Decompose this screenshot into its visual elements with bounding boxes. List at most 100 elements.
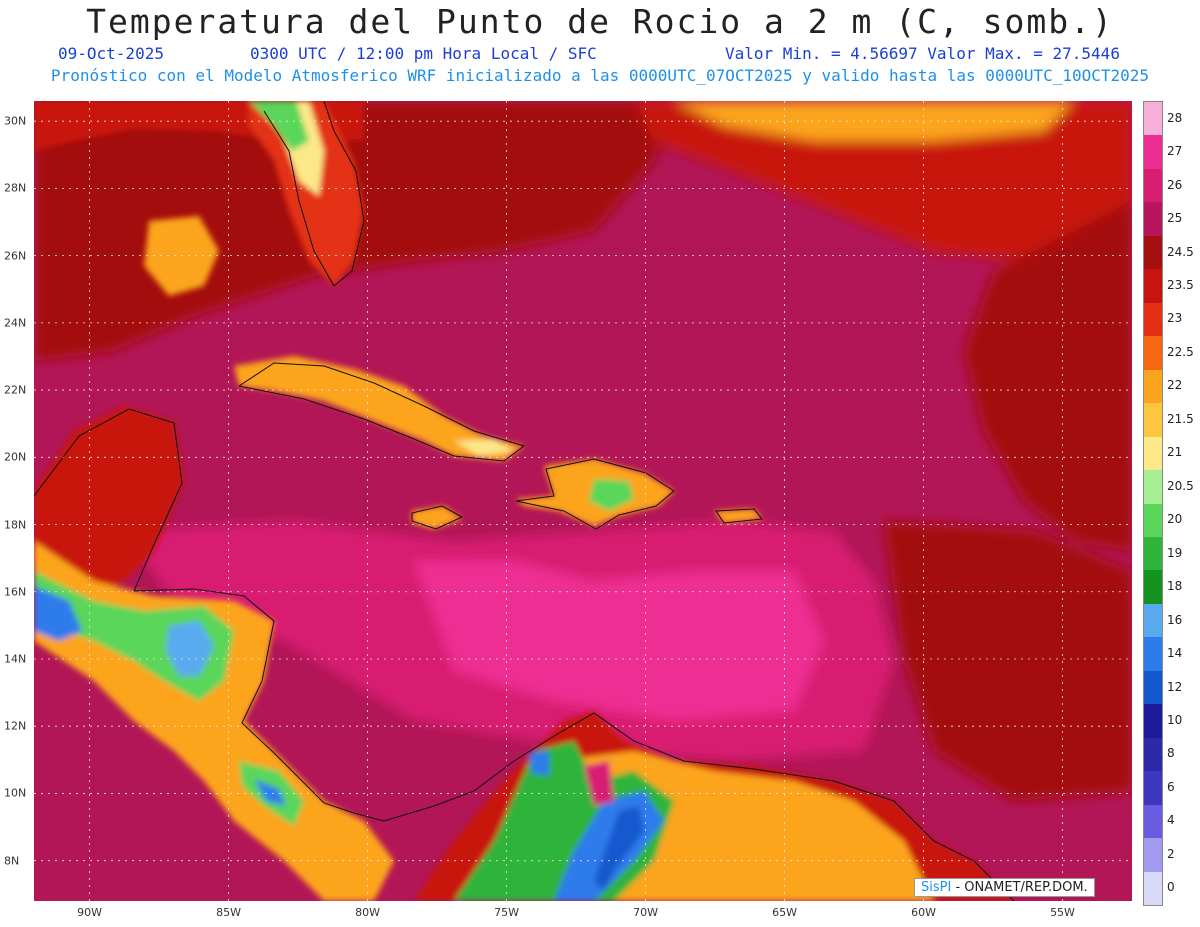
sierra-nevada-blue <box>529 751 549 776</box>
colorbar-label: 22.5 <box>1167 344 1194 359</box>
map-canvas <box>34 101 1132 901</box>
colorbar-segment <box>1144 235 1162 270</box>
colorbar-label: 2 <box>1167 846 1175 861</box>
lat-label-20N: 20N <box>4 450 27 464</box>
forecast-date: 09-Oct-2025 <box>58 44 164 63</box>
lon-label-85W: 85W <box>216 906 242 919</box>
cuba-coastline <box>238 362 526 462</box>
colorbar-segment <box>1144 269 1162 304</box>
lat-label-30N: 30N <box>4 114 27 128</box>
colorbar-segment <box>1144 737 1162 772</box>
credit-brand: SisPI <box>921 880 952 895</box>
cuba-land <box>234 356 524 461</box>
south-america-coastline <box>383 712 1015 901</box>
colorbar-segment <box>1144 536 1162 571</box>
credit-badge: SisPI - ONAMET/REP.DOM. <box>914 878 1095 897</box>
dewpoint-map <box>34 101 1132 901</box>
colorbar-label: 27 <box>1167 144 1183 159</box>
lat-label-26N: 26N <box>4 249 27 263</box>
atlantic-north-field <box>634 101 1132 261</box>
colorbar-segment <box>1144 336 1162 371</box>
colorbar-segment <box>1144 302 1162 337</box>
colorbar-label: 8 <box>1167 746 1175 761</box>
colorbar <box>1143 101 1163 906</box>
forecast-time: 0300 UTC / 12:00 pm Hora Local / SFC <box>250 44 597 63</box>
florida-coastline <box>263 101 365 287</box>
honduras-blue <box>166 621 214 676</box>
hispaniola-coastline <box>515 458 675 530</box>
lon-label-70W: 70W <box>633 906 658 919</box>
value-range: Valor Min. = 4.56697 Valor Max. = 27.544… <box>725 44 1120 63</box>
lon-label-75W: 75W <box>494 906 519 919</box>
colorbar-segment <box>1144 102 1162 136</box>
lat-label-16N: 16N <box>4 585 27 599</box>
colorbar-segment <box>1144 369 1162 404</box>
colorbar-label: 25 <box>1167 211 1183 226</box>
puerto-rico-land <box>714 509 762 523</box>
colorbar-segment <box>1144 202 1162 237</box>
colorbar-label: 23.5 <box>1167 278 1194 293</box>
colorbar-label: 4 <box>1167 813 1175 828</box>
lon-label-65W: 65W <box>772 906 797 919</box>
yucatan-coastline <box>34 408 183 550</box>
lat-label-12N: 12N <box>4 719 27 733</box>
colorbar-segment <box>1144 704 1162 739</box>
andes-deep-blue <box>594 806 644 891</box>
lat-label-8N: 8N <box>4 854 20 868</box>
central-america-coastline <box>133 548 385 822</box>
colorbar-label: 20 <box>1167 512 1183 527</box>
colorbar-label: 23 <box>1167 311 1183 326</box>
colorbar-label: 20.5 <box>1167 478 1194 493</box>
puerto-rico-coastline <box>715 508 763 524</box>
colorbar-label: 14 <box>1167 646 1183 661</box>
colorbar-label: 6 <box>1167 779 1175 794</box>
lat-label-28N: 28N <box>4 181 27 195</box>
colorbar-segment <box>1144 436 1162 471</box>
lat-label-14N: 14N <box>4 652 27 666</box>
coastlines <box>34 101 1015 901</box>
lon-label-60W: 60W <box>911 906 936 919</box>
colorbar-label: 18 <box>1167 579 1183 594</box>
colorbar-label: 21.5 <box>1167 411 1194 426</box>
lon-label-90W: 90W <box>77 906 103 919</box>
colorbar-label: 16 <box>1167 612 1183 627</box>
atlantic-east-field <box>964 201 1132 551</box>
colorbar-segment <box>1144 570 1162 605</box>
lat-label-10N: 10N <box>4 786 27 800</box>
colorbar-label: 24.5 <box>1167 244 1194 259</box>
model-info: Pronóstico con el Modelo Atmosferico WRF… <box>50 66 1150 85</box>
colorbar-label: 21 <box>1167 445 1183 460</box>
colorbar-label: 22 <box>1167 378 1183 393</box>
colorbar-segment <box>1144 135 1162 170</box>
colorbar-segment <box>1144 403 1162 438</box>
lat-label-24N: 24N <box>4 316 27 330</box>
cuba-core <box>454 439 514 456</box>
colorbar-segment <box>1144 637 1162 672</box>
costa-rica-blue <box>254 779 286 806</box>
lake-maracaibo <box>584 761 614 806</box>
lon-label-80W: 80W <box>355 906 380 919</box>
colorbar-label: 19 <box>1167 545 1183 560</box>
yucatan-land <box>34 406 184 601</box>
colorbar-segment <box>1144 871 1162 906</box>
colorbar-label: 10 <box>1167 712 1183 727</box>
lon-label-55W: 55W <box>1050 906 1075 919</box>
colorbar-segment <box>1144 503 1162 538</box>
lat-label-18N: 18N <box>4 518 27 532</box>
guatemala-blue <box>34 586 82 641</box>
colorbar-segment <box>1144 168 1162 203</box>
colorbar-segment <box>1144 470 1162 504</box>
hispaniola-core <box>589 479 634 511</box>
colorbar-label: 12 <box>1167 679 1183 694</box>
jamaica-coastline <box>411 505 464 530</box>
florida-green <box>249 101 309 151</box>
colorbar-segment <box>1144 603 1162 638</box>
eastern-caribbean-red <box>884 521 1132 801</box>
colorbar-label: 28 <box>1167 110 1183 125</box>
credit-org: - ONAMET/REP.DOM. <box>955 880 1088 895</box>
lat-label-22N: 22N <box>4 383 27 397</box>
colorbar-segment <box>1144 670 1162 705</box>
map-title: Temperatura del Punto de Rocio a 2 m (C,… <box>86 2 1114 41</box>
colorbar-segment <box>1144 838 1162 873</box>
colorbar-segment <box>1144 771 1162 806</box>
